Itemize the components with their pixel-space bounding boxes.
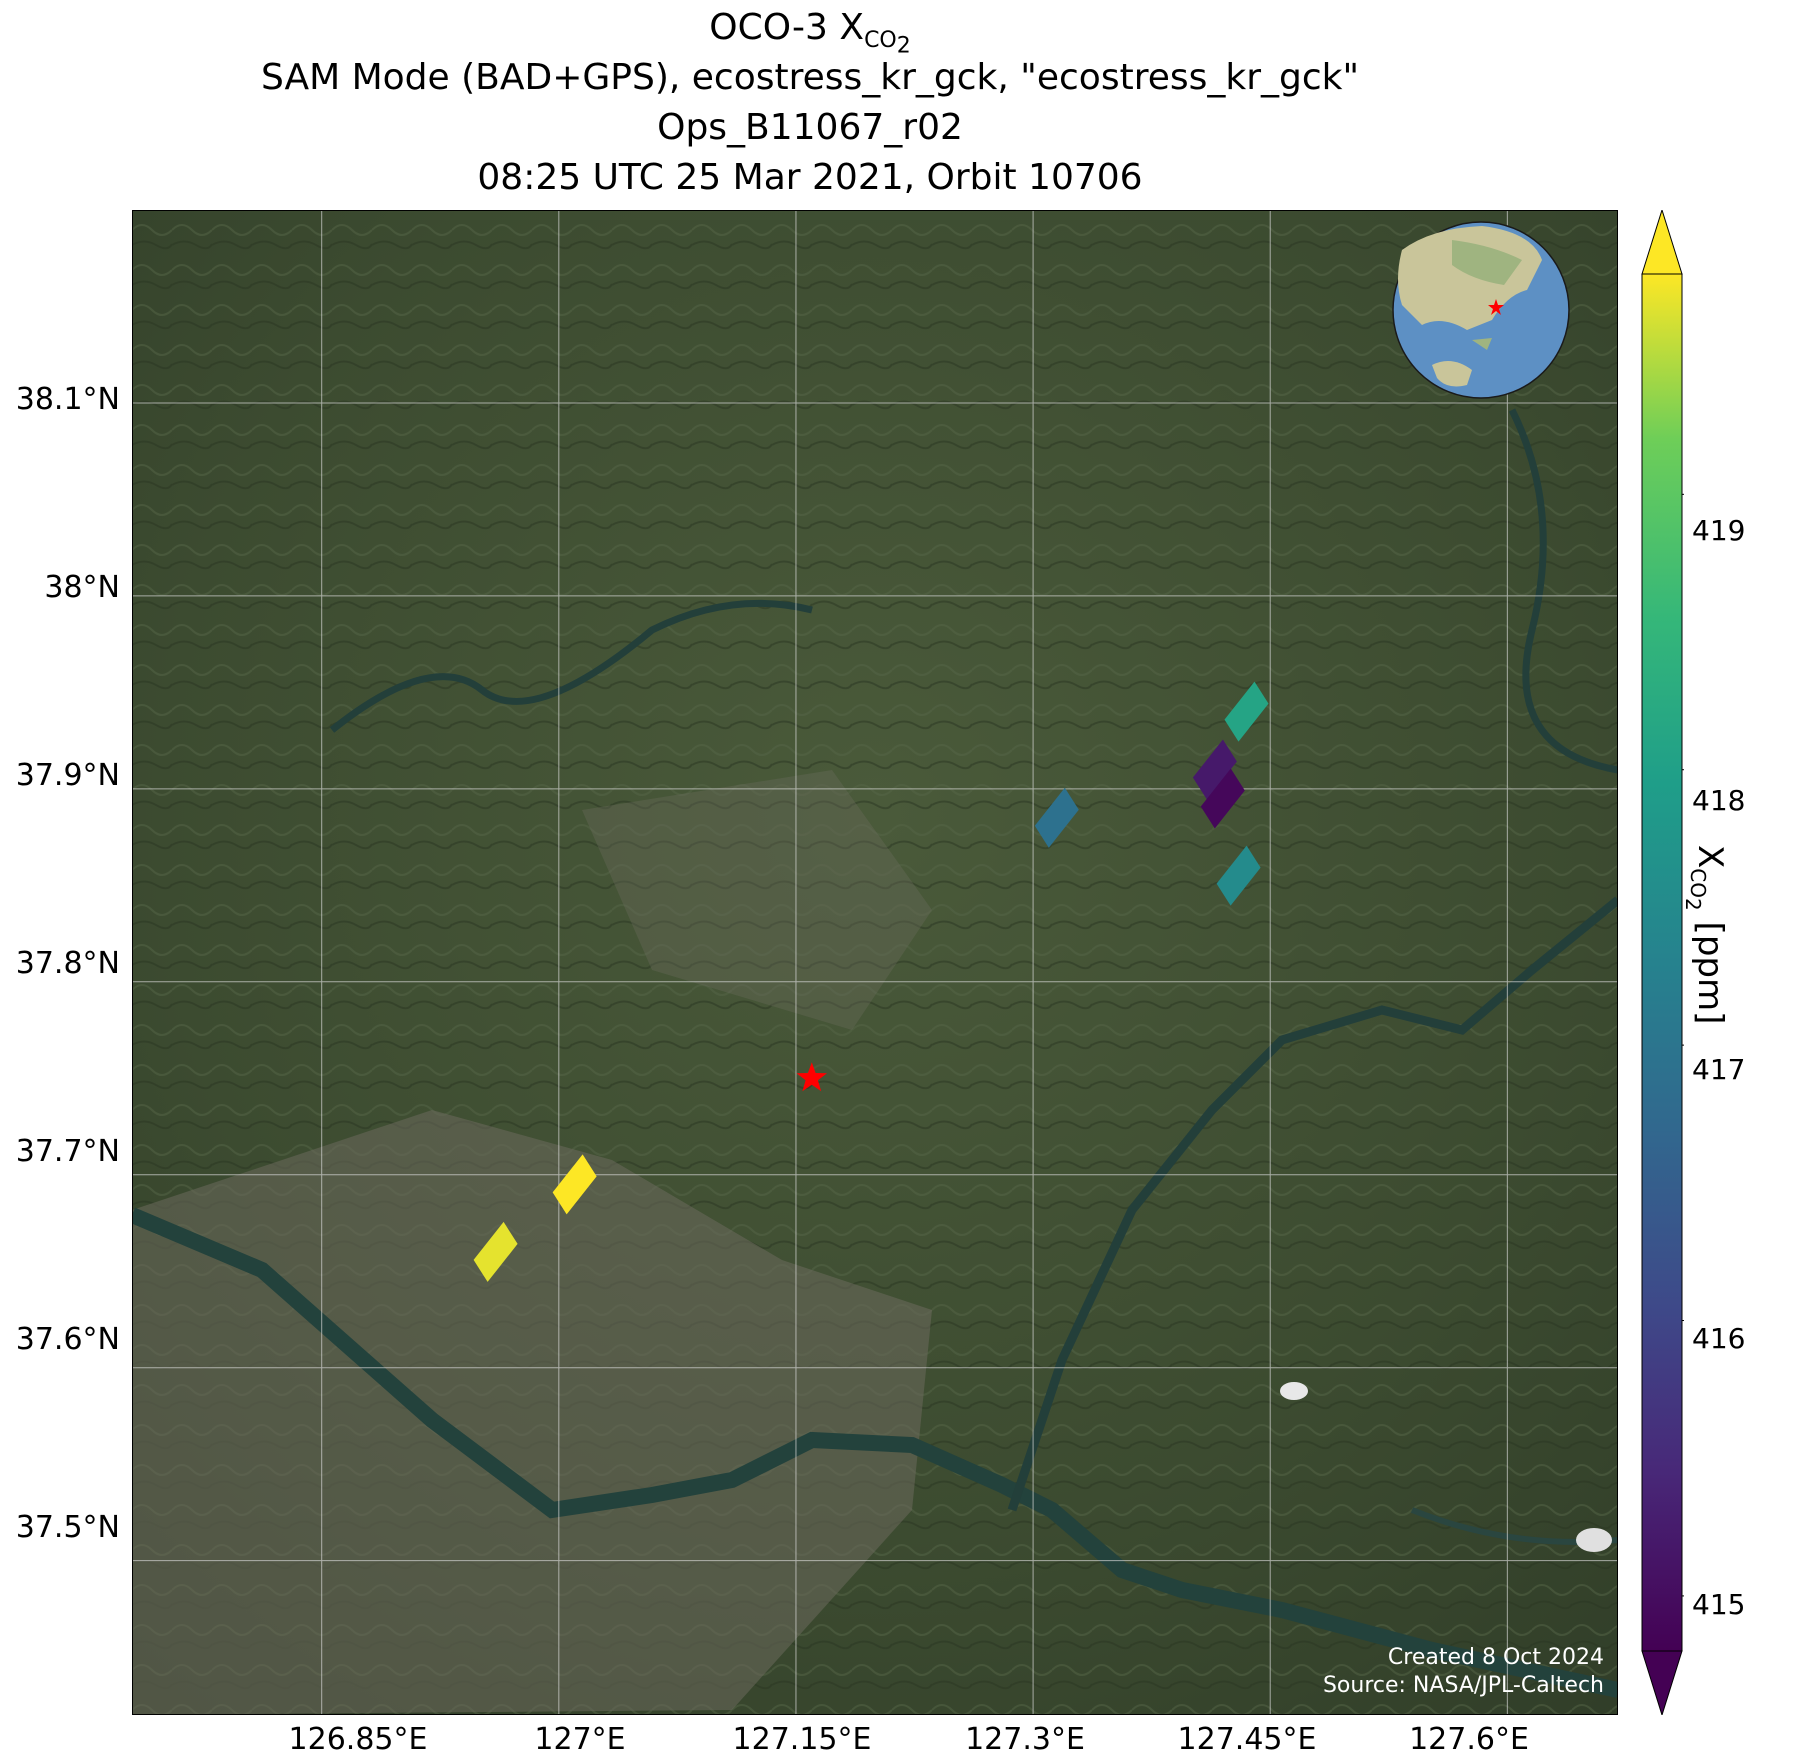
colorbar [1641,210,1684,1715]
lat-tick: 37.7°N [15,1134,120,1169]
lon-tick: 127.3°E [965,1722,1085,1757]
cloud [1280,1382,1308,1400]
east-river [1508,408,1618,774]
footprint-layer [473,681,1269,1282]
title-line3: Ops_B11067_r02 [657,107,963,148]
xco2-footprint [1192,739,1237,800]
xco2-footprint [1224,681,1269,742]
lon-tick: 127.45°E [1177,1722,1317,1757]
colorbar-tick: 416 [1692,1322,1746,1355]
lat-tick: 38°N [44,570,120,605]
colorbar-extend-top [1641,210,1683,275]
xco2-footprint [1200,768,1245,829]
colorbar-extend-bottom [1641,1650,1683,1715]
colorbar-tick: 415 [1692,1588,1746,1621]
lon-tick: 127°E [534,1722,626,1757]
han-river [132,1207,1618,1698]
urban-area [132,1110,932,1715]
lon-tick: 126.85°E [288,1722,428,1757]
xco2-footprint [552,1154,597,1215]
xco2-footprint [1034,787,1079,848]
colorbar-tick: 419 [1692,514,1746,547]
grid-lines [132,210,1618,1715]
lat-tick: 37.5°N [15,1510,120,1545]
globe-inset [1392,221,1570,399]
lat-tick: 37.9°N [15,758,120,793]
title-line2: SAM Mode (BAD+GPS), ecostress_kr_gck, "e… [260,57,1360,98]
satellite-map [132,210,1618,1715]
lat-tick: 37.8°N [15,946,120,981]
colorbar-label: XCO2 [ppm] [1681,845,1730,1025]
globe-star-marker [1488,299,1504,315]
lat-tick: 38.1°N [15,382,120,417]
title-line4: 08:25 UTC 25 Mar 2021, Orbit 10706 [477,157,1143,198]
lon-tick: 127.6°E [1409,1722,1529,1757]
lat-tick: 37.6°N [15,1322,120,1357]
title-line1: OCO-3 XCO2 [709,7,911,59]
credit-created: Created 8 Oct 2024 [1387,1645,1604,1670]
colorbar-tick: 417 [1692,1053,1746,1086]
cloud [1576,1528,1612,1552]
imjin-river [329,599,813,733]
xco2-footprint [473,1221,518,1282]
credit-source: Source: NASA/JPL-Caltech [1322,1673,1604,1698]
colorbar-tick: 418 [1692,784,1746,817]
lon-tick: 127.15°E [732,1722,872,1757]
target-star-marker [796,1062,827,1092]
xco2-footprint [1216,845,1261,906]
bukhan-river [1007,896,1618,1512]
